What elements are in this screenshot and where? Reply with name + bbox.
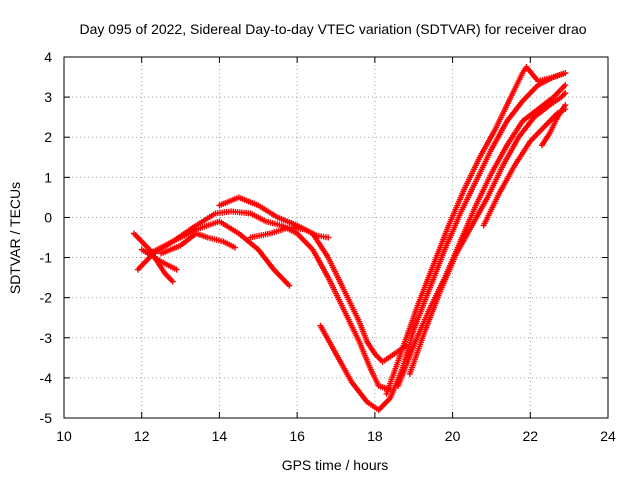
chart-title: Day 095 of 2022, Sidereal Day-to-day VTE… [79, 21, 586, 37]
y-tick-label: -3 [40, 330, 53, 346]
y-tick-label: -2 [40, 290, 53, 306]
y-tick-label: 3 [44, 89, 52, 105]
data-point [231, 244, 238, 251]
series-track-6 [216, 194, 409, 365]
x-tick-label: 10 [56, 428, 72, 444]
x-tick-label: 14 [212, 428, 228, 444]
data-point [562, 102, 569, 109]
series-track-5 [146, 208, 394, 393]
data-point [325, 234, 332, 241]
series-track-3 [138, 246, 180, 273]
y-tick-label: -5 [40, 410, 53, 426]
series-track-7 [247, 224, 332, 241]
x-tick-label: 22 [522, 428, 538, 444]
data-point [562, 90, 569, 97]
series-track-4 [158, 230, 238, 257]
x-tick-label: 20 [445, 428, 461, 444]
y-tick-label: 4 [44, 49, 52, 65]
x-tick-label: 16 [289, 428, 305, 444]
x-axis-label: GPS time / hours [282, 457, 389, 473]
y-tick-label: 0 [44, 209, 52, 225]
y-tick-labels: -5 -4 -3 -2 -1 0 1 2 3 4 [40, 49, 53, 426]
data-point [173, 266, 180, 273]
data-point [562, 82, 569, 89]
y-tick-label: 1 [44, 169, 52, 185]
data-point [286, 282, 293, 289]
series-track-13 [538, 102, 569, 149]
grid [64, 57, 608, 418]
data-point [562, 70, 569, 77]
y-tick-label: -4 [40, 370, 53, 386]
y-axis-label: SDTVAR / TECUs [7, 182, 23, 294]
data-points [130, 64, 569, 413]
series-track-11 [406, 90, 569, 377]
data-point [169, 278, 176, 285]
series-track-9 [383, 64, 569, 397]
x-tick-label: 12 [134, 428, 150, 444]
plot-frame [63, 56, 609, 419]
y-tick-label: -1 [40, 250, 53, 266]
y-tick-label: 2 [44, 129, 52, 145]
ticks [63, 56, 609, 419]
x-tick-label: 18 [367, 428, 383, 444]
x-tick-label: 24 [600, 428, 616, 444]
x-tick-labels: 10 12 14 16 18 20 22 24 [56, 428, 616, 444]
